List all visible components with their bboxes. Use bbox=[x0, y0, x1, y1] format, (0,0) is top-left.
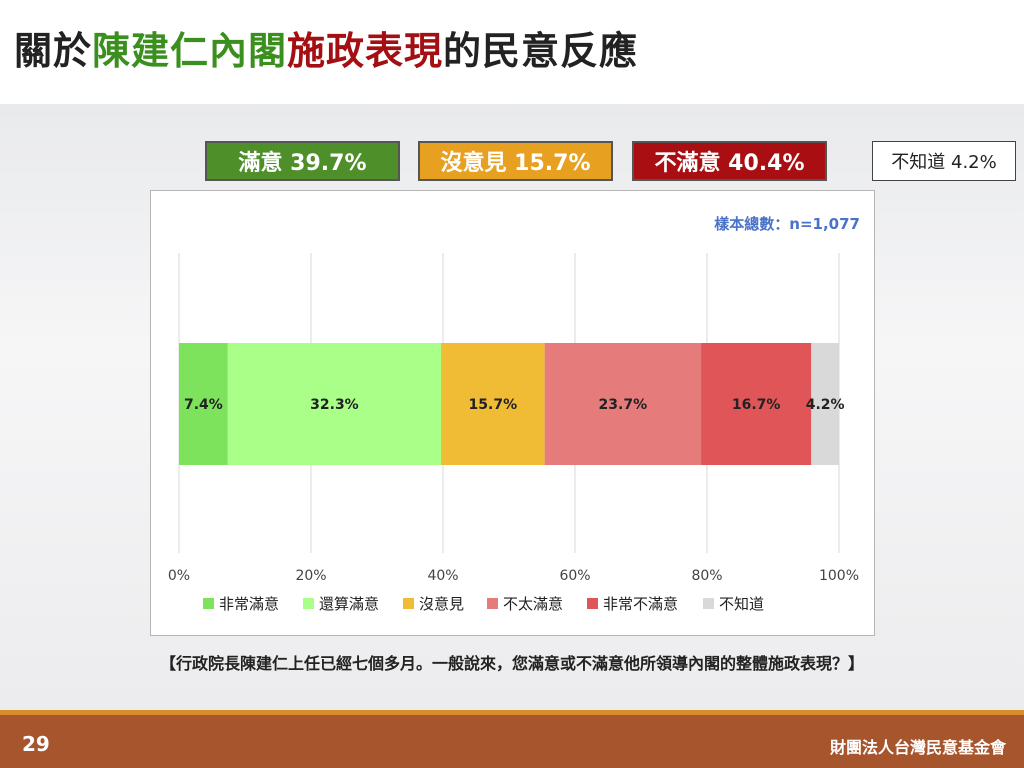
legend-label: 沒意見 bbox=[419, 595, 464, 613]
footer-stripe bbox=[0, 710, 1024, 715]
legend-swatch bbox=[203, 598, 214, 609]
x-tick-label: 40% bbox=[427, 568, 458, 584]
bar-segment bbox=[811, 343, 839, 465]
footer-bar: 29 財團法人台灣民意基金會 bbox=[0, 710, 1024, 768]
summary-no-opinion-box: 沒意見 15.7% bbox=[418, 141, 613, 181]
sample-size-note: 樣本總數：n=1,077 bbox=[714, 215, 860, 233]
legend-label: 非常不滿意 bbox=[603, 595, 678, 613]
bar-segment bbox=[701, 343, 812, 465]
legend-swatch bbox=[403, 598, 414, 609]
x-tick-label: 80% bbox=[691, 568, 722, 584]
title-part-2: 陳建仁內閣 bbox=[92, 29, 288, 73]
page-title: 關於陳建仁內閣施政表現的民意反應 bbox=[14, 20, 638, 75]
x-tick-label: 100% bbox=[819, 568, 859, 584]
x-tick-label: 0% bbox=[168, 568, 190, 584]
legend-swatch bbox=[587, 598, 598, 609]
stacked-bar-chart: 0% 20% 40% 60% 80% 100% 7.4% 32.3% 15.7% 23.7% 16.… bbox=[168, 253, 859, 613]
title-part-3: 施政表現 bbox=[287, 29, 444, 73]
bar-segment bbox=[441, 343, 545, 465]
data-label: 4.2% bbox=[806, 397, 845, 413]
title-part-1: 關於 bbox=[14, 29, 93, 73]
data-label: 23.7% bbox=[599, 397, 648, 413]
data-label: 15.7% bbox=[469, 397, 518, 413]
legend-swatch bbox=[703, 598, 714, 609]
summary-dissatisfied-box: 不滿意 40.4% bbox=[632, 141, 827, 181]
x-tick-label: 60% bbox=[559, 568, 590, 584]
data-label: 32.3% bbox=[310, 397, 359, 413]
legend-swatch bbox=[487, 598, 498, 609]
bar-segment bbox=[179, 343, 228, 465]
title-part-4: 的民意反應 bbox=[443, 29, 639, 73]
bar-segment bbox=[544, 343, 702, 465]
summary-unknown-box: 不知道 4.2% bbox=[872, 141, 1016, 181]
page-number: 29 bbox=[22, 732, 50, 756]
x-tick-label: 20% bbox=[295, 568, 326, 584]
summary-satisfied-box: 滿意 39.7% bbox=[205, 141, 400, 181]
legend-label: 非常滿意 bbox=[219, 595, 279, 613]
legend-swatch bbox=[303, 598, 314, 609]
bar-segment bbox=[227, 343, 442, 465]
chart-panel: 樣本總數：n=1,077 0% 20% 40% 60% 80% 100% 7.4% 32.3%… bbox=[150, 190, 875, 636]
organization-name: 財團法人台灣民意基金會 bbox=[829, 738, 1006, 757]
survey-question: 【行政院長陳建仁上任已經七個多月。一般說來，您滿意或不滿意他所領導內閣的整體施政… bbox=[160, 654, 865, 673]
data-label: 16.7% bbox=[732, 397, 781, 413]
legend-label: 不知道 bbox=[719, 595, 764, 613]
data-label: 7.4% bbox=[184, 397, 223, 413]
legend-label: 還算滿意 bbox=[319, 595, 379, 613]
legend-label: 不太滿意 bbox=[503, 595, 563, 613]
